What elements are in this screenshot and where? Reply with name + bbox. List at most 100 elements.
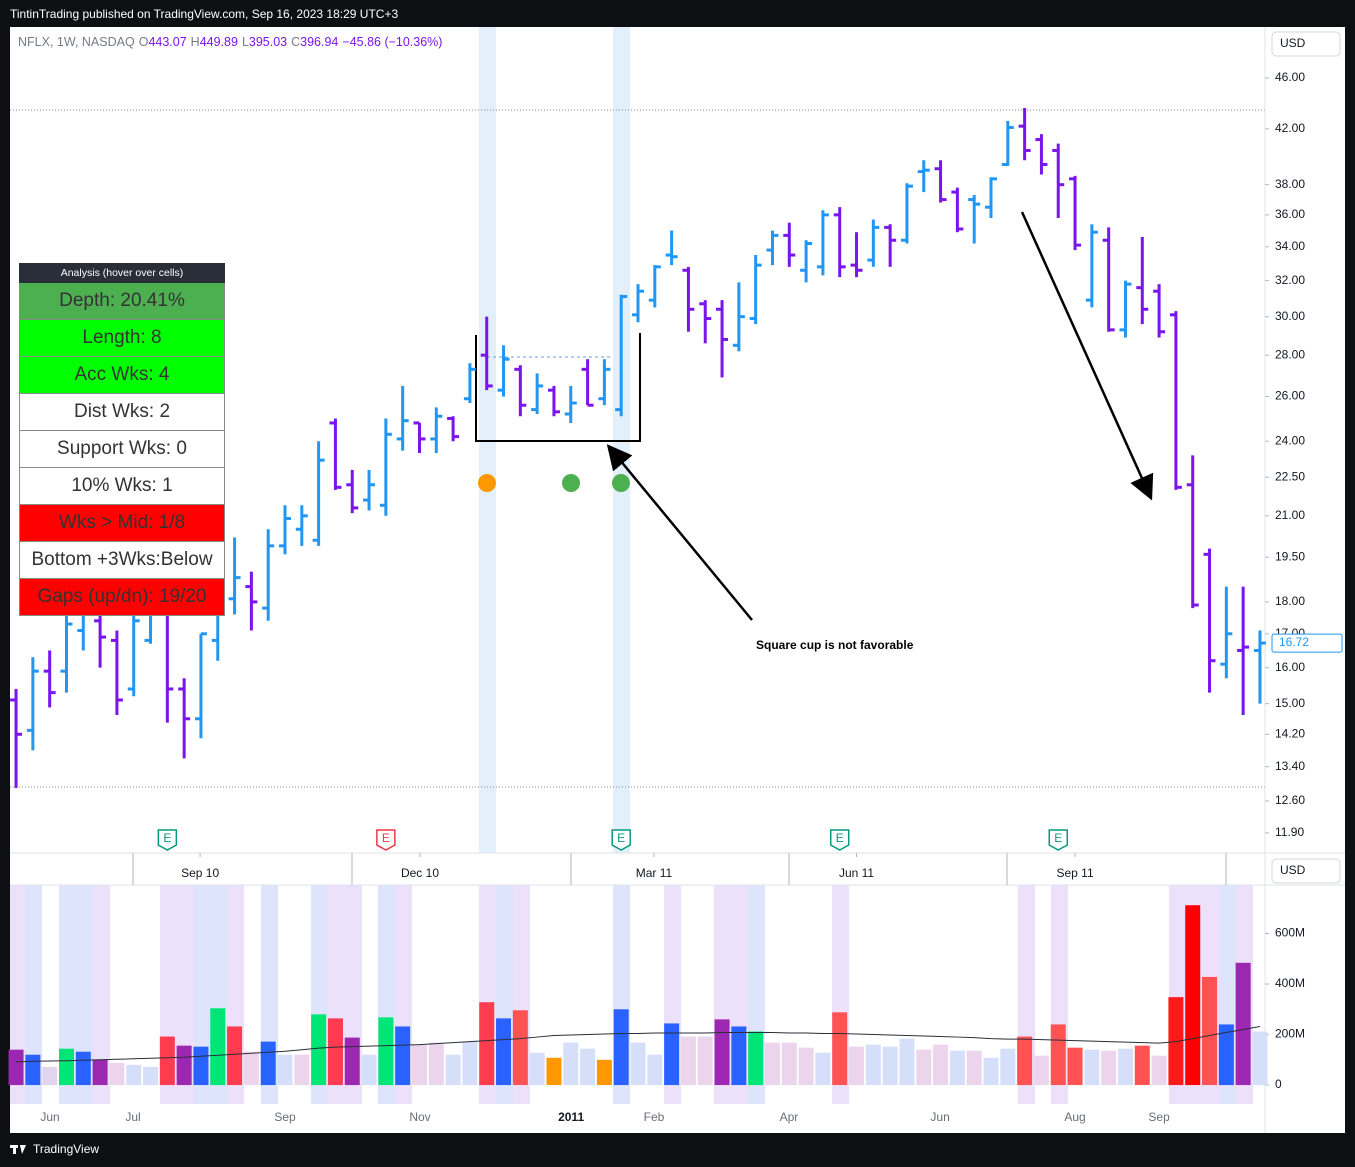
x-tick-label: Sep 11	[1056, 866, 1093, 880]
volume-highlight	[93, 885, 110, 1104]
volume-bar	[395, 1026, 411, 1086]
arrow	[1020, 211, 1154, 501]
volume-average	[16, 1025, 1261, 1063]
y-tick-label: 14.20	[1275, 726, 1305, 740]
volume-bar	[630, 1042, 646, 1086]
y-tick-label: 11.90	[1275, 825, 1304, 839]
ohlc-key: H	[190, 35, 200, 49]
legend: NFLX, 1W, NASDAQ O443.07 H449.89 L395.03 C39…	[18, 35, 446, 49]
currency: USD	[1280, 863, 1306, 877]
analysis-table: Analysis (hover over cells) Depth: 20.41%…	[19, 263, 225, 616]
table-cell[interactable]: Length: 8	[19, 320, 225, 357]
annotation: Square cup is not favorable	[756, 638, 914, 652]
volume-bar	[731, 1026, 747, 1086]
y-tick-label: 24.00	[1275, 433, 1305, 447]
volume-bar	[361, 1054, 377, 1086]
x-tick-label: Apr	[780, 1110, 799, 1124]
volume-bar	[781, 1042, 797, 1086]
ohlc-value: 395.03	[248, 35, 288, 49]
signal-dot	[562, 474, 580, 492]
volume-bar	[1033, 1055, 1049, 1086]
volume-bar	[311, 1014, 327, 1086]
volume-bar	[210, 1008, 226, 1086]
y-tick-label: 18.00	[1275, 594, 1305, 608]
volume-bar	[949, 1050, 965, 1086]
logo	[10, 1145, 26, 1154]
ohlc-key: L	[241, 35, 249, 49]
x-tick-label: Aug	[1064, 1110, 1085, 1124]
volume-bar	[1134, 1045, 1150, 1086]
volume-bar	[277, 1054, 293, 1086]
volume-bar	[664, 1023, 680, 1086]
ohlc-value: 396.94	[300, 35, 339, 49]
currency-box[interactable]	[1271, 31, 1341, 57]
y-tick-label: 30.00	[1275, 309, 1305, 323]
earnings-label: E	[1054, 831, 1062, 845]
table-cell[interactable]: Gaps (up/dn): 19/20	[19, 579, 225, 616]
volume-bar	[849, 1046, 865, 1086]
currency: USD	[1280, 36, 1306, 50]
table-cell[interactable]: Bottom +3Wks:Below	[19, 542, 225, 579]
x-tick-label: Jun 11	[839, 866, 874, 880]
volume-bar	[1202, 976, 1218, 1086]
volume-bar	[546, 1057, 562, 1086]
earnings-label: E	[382, 831, 390, 845]
volume-bar	[983, 1057, 999, 1086]
table-cell[interactable]: Acc Wks: 4	[19, 357, 225, 394]
table-cell[interactable]: Depth: 20.41%	[19, 283, 225, 320]
symbol: NFLX, 1W, NASDAQ	[18, 35, 135, 49]
x-tick-label: Jun	[930, 1110, 949, 1124]
volume-bar	[798, 1047, 814, 1086]
y-tick-label: 36.00	[1275, 207, 1305, 221]
volume-bar	[680, 1036, 696, 1086]
volume-bar	[596, 1059, 612, 1086]
volume-bar	[42, 1066, 58, 1086]
x-tick-label: Feb	[644, 1110, 665, 1124]
volume-bar	[243, 1051, 259, 1086]
y-tick-label: 22.50	[1275, 469, 1305, 483]
y-tick-label: 200M	[1275, 1027, 1305, 1041]
volume-bar	[260, 1041, 276, 1086]
volume-bar	[428, 1042, 444, 1086]
y-tick-label: 19.50	[1275, 549, 1305, 563]
volume-bar	[143, 1066, 159, 1086]
volume-bar	[613, 1009, 629, 1086]
earnings-icon	[376, 829, 396, 851]
y-tick-label: 0	[1275, 1077, 1282, 1091]
volume-bar	[1185, 905, 1201, 1086]
y-tick-label: 38.00	[1275, 177, 1305, 191]
volume-bar	[92, 1059, 108, 1086]
volume-bar	[25, 1054, 41, 1086]
table-cell[interactable]: Dist Wks: 2	[19, 394, 225, 431]
volume-bar	[411, 1044, 427, 1086]
volume-bar	[109, 1062, 125, 1086]
volume-bar	[378, 1017, 394, 1086]
earnings-icon	[829, 829, 850, 851]
volume-bar	[159, 1036, 175, 1086]
earnings-label: E	[163, 831, 171, 845]
table-cell[interactable]: Wks > Mid: 1/8	[19, 505, 225, 542]
volume-bar	[479, 1002, 495, 1086]
volume-bar	[815, 1052, 831, 1086]
table-cell[interactable]: Support Wks: 0	[19, 431, 225, 468]
volume-bar	[1050, 1024, 1066, 1086]
table-cell[interactable]: 10% Wks: 1	[19, 468, 225, 505]
brand: TradingView	[33, 1142, 99, 1156]
volume-bar	[580, 1048, 596, 1086]
table-title: Analysis (hover over cells)	[19, 263, 225, 283]
x-tick-label: Jun	[40, 1110, 59, 1124]
volume-bar	[445, 1054, 461, 1086]
x-tick-label: Dec 10	[401, 866, 439, 880]
volume-bar	[344, 1037, 360, 1086]
time-separators	[132, 853, 1227, 885]
earnings-icon	[157, 829, 178, 851]
currency-box[interactable]	[1271, 858, 1341, 884]
last-price-box	[1271, 633, 1343, 653]
volume-bar	[512, 1010, 528, 1086]
ohlc-key: C	[291, 35, 301, 49]
volume-bar	[865, 1044, 881, 1086]
volume-bar	[193, 1046, 209, 1086]
last-price: 16.72	[1279, 635, 1309, 649]
x-tick-label: Sep 10	[181, 866, 219, 880]
